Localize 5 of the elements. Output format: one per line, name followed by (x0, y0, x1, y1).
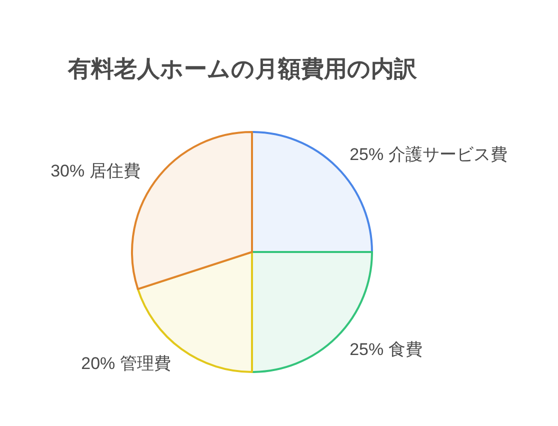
slice-label: 20% 管理費 (81, 354, 171, 374)
slice-label: 25% 介護サービス費 (350, 144, 508, 164)
chart-title: 有料老人ホームの月額費用の内訳 (67, 56, 418, 82)
slice-label: 25% 食費 (350, 340, 422, 360)
slice-label: 30% 居住費 (50, 161, 140, 180)
